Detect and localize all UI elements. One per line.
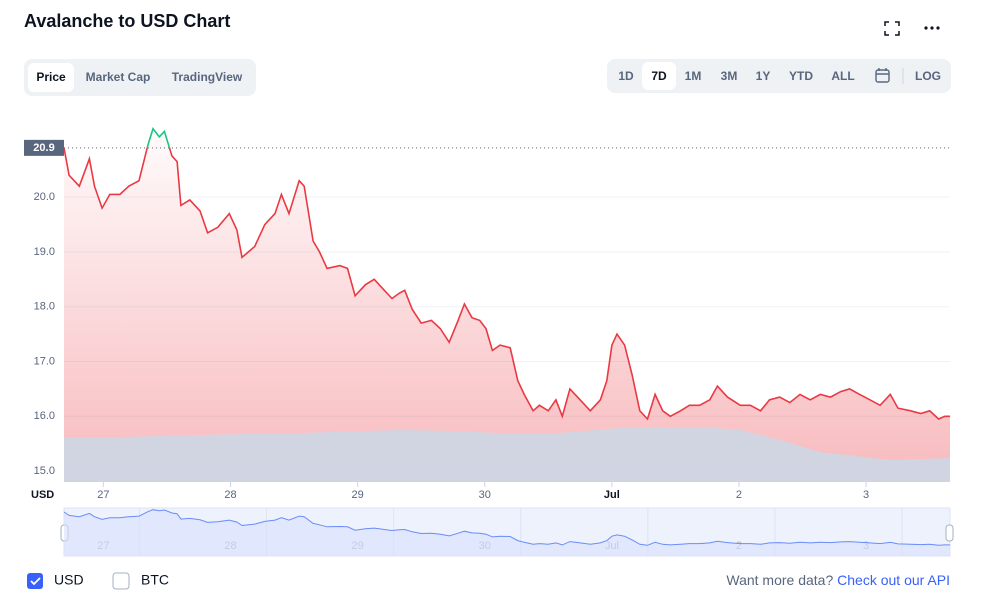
tab[interactable]: TradingView	[172, 70, 243, 84]
navigator-area	[64, 509, 950, 556]
tab[interactable]: Market Cap	[86, 70, 151, 84]
x-tick-label: 29	[352, 489, 364, 501]
calendar-icon[interactable]	[875, 68, 890, 83]
option-label: USD	[54, 572, 84, 588]
option-label: BTC	[141, 572, 169, 588]
current-price-label: 20.9	[33, 142, 54, 154]
price-area	[64, 128, 950, 482]
y-tick-label: 15.0	[34, 465, 55, 477]
x-tick-label: Jul	[604, 489, 620, 501]
x-tick-label: 30	[479, 489, 491, 501]
y-tick-label: 16.0	[34, 410, 55, 422]
x-tick-label: 27	[97, 489, 109, 501]
range[interactable]: 7D	[651, 69, 667, 83]
watermark: CoinMarketCap	[821, 367, 924, 383]
price-line	[64, 147, 950, 421]
api-prompt: Want more data? Check out our API	[726, 572, 950, 588]
range[interactable]: 1M	[685, 69, 702, 83]
usd-checkbox[interactable]	[27, 573, 43, 589]
tab-group	[24, 59, 256, 96]
x-tick-label: 3	[863, 489, 869, 501]
y-tick-label: 17.0	[34, 355, 55, 367]
btc-checkbox[interactable]	[112, 572, 130, 590]
range-active	[642, 62, 676, 90]
range[interactable]: 1Y	[756, 69, 771, 83]
y-tick-label: 18.0	[34, 301, 55, 313]
check	[30, 577, 41, 586]
fullscreen-icon[interactable]	[884, 21, 900, 36]
more-icon[interactable]	[924, 26, 940, 30]
tab[interactable]: Price	[36, 70, 66, 84]
range[interactable]: 1D	[618, 69, 634, 83]
range[interactable]: 3M	[721, 69, 738, 83]
range[interactable]: ALL	[831, 69, 854, 83]
title: Avalanche to USD Chart	[24, 11, 230, 31]
log-button[interactable]: LOG	[915, 69, 941, 83]
y-tick-label: 20.0	[34, 191, 55, 203]
api-link[interactable]: Check out our API	[837, 572, 950, 588]
tab-active	[28, 63, 74, 92]
y-tick-label: 19.0	[34, 246, 55, 258]
x-tick-label: 28	[224, 489, 236, 501]
prompt: Want more data?	[726, 572, 833, 588]
range[interactable]: YTD	[789, 69, 813, 83]
volume-area	[64, 427, 950, 482]
current-price-box	[24, 139, 64, 156]
range-group	[607, 59, 951, 93]
x-tick-label: 2	[736, 489, 742, 501]
navigator-handle[interactable]	[945, 524, 954, 542]
y-axis-label: USD	[31, 489, 54, 501]
navigator-line	[63, 509, 950, 546]
